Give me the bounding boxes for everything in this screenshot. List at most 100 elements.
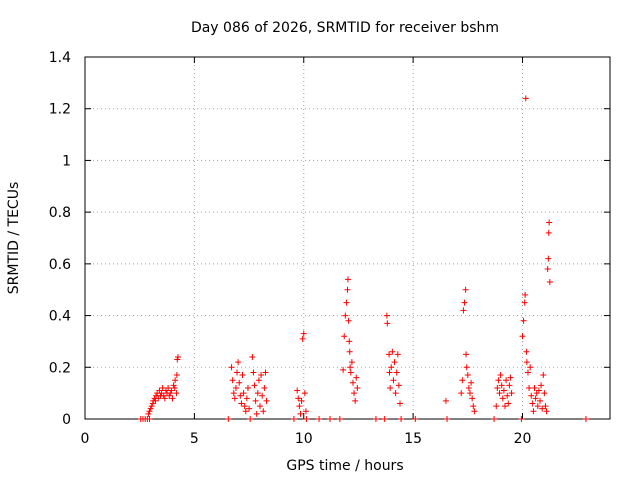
data-point-marker [390, 377, 397, 384]
data-point-marker [460, 307, 467, 314]
data-point-marker [349, 379, 356, 386]
data-point-marker [391, 359, 398, 366]
data-point-marker [174, 353, 181, 360]
data-point-marker [232, 384, 239, 391]
data-point-marker [346, 338, 353, 345]
data-point-marker [253, 410, 260, 417]
data-point-marker [295, 395, 302, 402]
x-tick-label: 5 [190, 431, 199, 447]
data-point-marker [169, 395, 176, 402]
data-point-marker [166, 392, 173, 399]
data-point-marker [504, 392, 511, 399]
data-point-marker [294, 387, 301, 394]
data-point-marker [316, 416, 323, 422]
y-tick-label: 0.8 [49, 205, 71, 221]
data-point-marker [491, 416, 498, 422]
data-point-marker [545, 255, 552, 262]
data-point-marker [543, 408, 550, 415]
data-point-marker [459, 377, 466, 384]
data-point-marker [167, 390, 174, 397]
data-point-marker [250, 369, 257, 376]
data-point-marker [541, 390, 548, 397]
data-point-marker [381, 416, 388, 422]
data-point-marker [147, 405, 154, 412]
data-point-marker [397, 400, 403, 407]
data-point-marker [372, 416, 379, 422]
data-point-marker [353, 374, 360, 381]
data-point-marker [535, 387, 542, 394]
data-point-marker [354, 384, 361, 391]
data-point-marker [299, 335, 306, 342]
data-point-marker [540, 372, 547, 379]
data-point-marker [172, 377, 179, 384]
data-point-marker [507, 374, 514, 381]
data-point-marker [544, 266, 551, 273]
chart-title: Day 086 of 2026, SRMTID for receiver bsh… [191, 20, 499, 36]
data-point-marker [302, 408, 309, 415]
data-point-marker [165, 384, 172, 391]
data-point-marker [239, 372, 246, 379]
data-point-marker [505, 400, 512, 407]
data-point-marker [521, 299, 528, 306]
data-point-marker [469, 395, 476, 402]
data-point-marker [257, 403, 263, 410]
data-point-marker [345, 317, 352, 324]
data-point-marker [252, 397, 259, 404]
y-axis-label: SRMTID / TECUs [6, 182, 22, 295]
data-point-marker [327, 416, 333, 422]
data-point-marker [523, 348, 530, 355]
data-point-marker [168, 387, 175, 394]
data-point-marker [173, 372, 180, 379]
x-tick-label: 15 [404, 431, 422, 447]
data-point-marker [467, 390, 473, 397]
x-tick-label: 10 [295, 431, 313, 447]
data-point-marker [393, 369, 400, 376]
data-point-marker [463, 351, 470, 358]
data-point-marker [524, 369, 531, 376]
data-point-marker [392, 390, 399, 397]
data-point-marker [242, 408, 249, 415]
data-point-marker [529, 400, 536, 407]
data-point-marker [347, 369, 354, 376]
data-point-marker [146, 416, 153, 422]
data-point-marker [531, 384, 538, 391]
data-point-marker [520, 317, 527, 324]
data-point-marker [344, 276, 351, 283]
data-point-marker [254, 390, 261, 397]
data-point-marker [502, 403, 508, 410]
data-point-marker [152, 397, 159, 404]
data-point-marker [336, 416, 343, 422]
data-point-marker [243, 395, 250, 402]
data-point-marker [290, 416, 297, 422]
data-point-marker [255, 377, 262, 384]
data-point-marker [495, 377, 502, 384]
data-point-marker [538, 382, 545, 389]
data-point-marker [240, 390, 247, 397]
axis-ticks: 0 0.2 0.4 0.6 0.8 1 1.2 1.4 0 5 10 15 20 [49, 50, 610, 447]
data-point-marker [383, 312, 390, 319]
data-point-marker [395, 382, 402, 389]
data-point-marker [389, 348, 396, 355]
data-point-marker [462, 286, 469, 293]
data-point-marker [471, 408, 478, 415]
data-point-marker [387, 384, 394, 391]
data-point-marker [174, 356, 181, 363]
data-point-marker [394, 351, 401, 358]
data-point-marker [298, 397, 305, 404]
data-point-marker [526, 384, 533, 391]
data-point-marker [340, 366, 347, 373]
data-point-marker [229, 377, 236, 384]
grid-lines [85, 57, 610, 419]
data-point-marker [146, 408, 153, 415]
data-point-marker [351, 390, 358, 397]
data-point-marker [465, 384, 472, 391]
data-point-marker [297, 410, 304, 417]
data-point-marker [236, 379, 243, 386]
data-point-marker [506, 382, 513, 389]
y-tick-label: 0.2 [49, 360, 71, 376]
data-point-marker [534, 403, 541, 410]
data-point-marker [530, 408, 537, 415]
data-point-marker [522, 95, 529, 102]
data-point-marker [230, 390, 237, 397]
data-point-marker [500, 387, 507, 394]
